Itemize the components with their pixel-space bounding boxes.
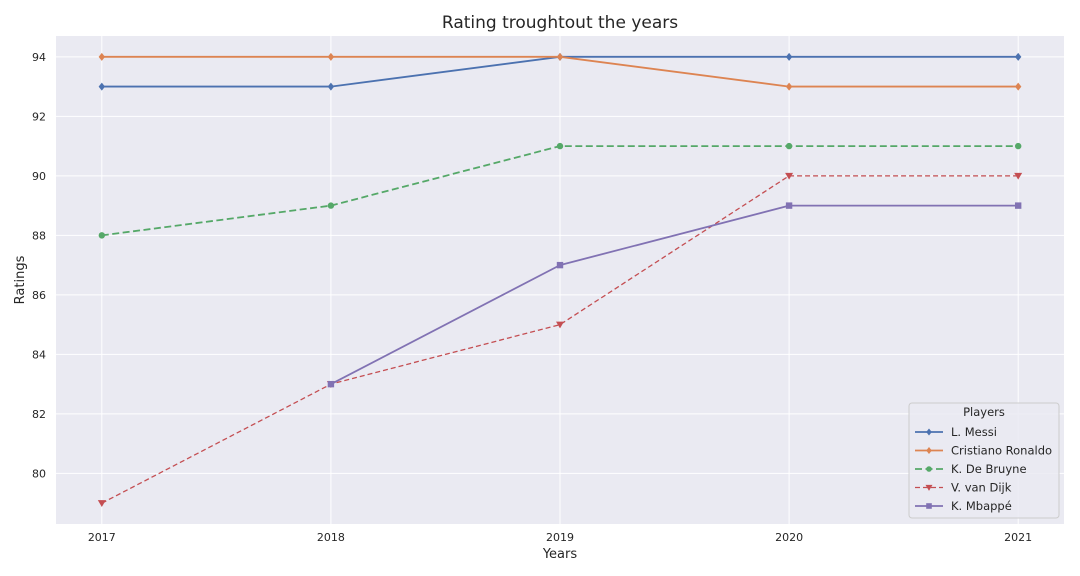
data-point — [1014, 172, 1023, 180]
data-point — [98, 52, 106, 61]
data-point — [556, 321, 564, 329]
x-tick-label: 2021 — [1004, 531, 1032, 544]
legend-marker — [925, 484, 933, 491]
data-point — [785, 52, 793, 61]
series-1 — [98, 52, 1022, 91]
legend-title: Players — [963, 405, 1005, 419]
y-tick-label: 80 — [32, 467, 46, 480]
legend-item[interactable]: Cristiano Ronaldo — [915, 444, 1052, 458]
series-2 — [98, 142, 1022, 239]
data-point — [556, 52, 564, 61]
series-line — [330, 204, 1019, 385]
x-tick-label: 2019 — [546, 531, 574, 544]
x-axis-label: Years — [542, 547, 578, 562]
data-point — [1014, 142, 1022, 150]
data-point — [97, 500, 106, 507]
data-point — [785, 202, 793, 209]
legend-marker — [926, 428, 932, 436]
legend-label: V. van Dijk — [951, 481, 1012, 495]
data-point — [785, 82, 793, 91]
y-tick-label: 86 — [32, 289, 46, 302]
y-tick-label: 84 — [32, 348, 46, 361]
legend-item[interactable]: V. van Dijk — [915, 481, 1012, 495]
data-point — [785, 172, 794, 180]
data-point — [327, 380, 335, 388]
legend-label: L. Messi — [951, 425, 997, 439]
x-axis-ticks: 2017 2018 2019 2020 2021 — [88, 531, 1032, 544]
legend-label: K. Mbappé — [951, 499, 1012, 513]
chart-title: Rating troughtout the years — [442, 13, 678, 33]
legend-marker — [926, 466, 932, 472]
series-4 — [327, 202, 1022, 388]
data-point — [556, 261, 564, 269]
legend-marker — [926, 503, 932, 509]
y-tick-label: 82 — [32, 408, 46, 421]
legend-item[interactable]: L. Messi — [915, 425, 997, 439]
data-point — [98, 232, 106, 239]
data-point — [1014, 82, 1022, 91]
legend-item[interactable]: K. Mbappé — [915, 499, 1012, 513]
y-tick-label: 90 — [32, 170, 46, 183]
legend-label: Cristiano Ronaldo — [951, 444, 1052, 458]
x-tick-label: 2018 — [317, 531, 345, 544]
y-tick-label: 92 — [32, 110, 46, 123]
y-axis-ticks: 80 82 84 86 88 90 92 94 — [32, 51, 46, 481]
x-tick-label: 2017 — [88, 531, 116, 544]
data-point — [327, 202, 335, 209]
data-point — [785, 142, 793, 150]
legend-box — [908, 402, 1060, 519]
data-point — [327, 82, 335, 91]
legend[interactable]: Players L. Messi Cristiano Ronaldo K. De Br… — [908, 402, 1060, 519]
legend-item[interactable]: K. De Bruyne — [915, 462, 1027, 476]
legend-marker — [926, 447, 932, 454]
legend-label: K. De Bruyne — [951, 462, 1027, 476]
data-point — [327, 52, 335, 61]
data-point — [556, 142, 564, 150]
data-point — [1014, 52, 1022, 61]
y-tick-label: 88 — [32, 229, 46, 242]
y-tick-label: 94 — [32, 51, 46, 64]
x-tick-label: 2020 — [775, 531, 803, 544]
data-point — [98, 82, 106, 91]
series-line — [101, 175, 1019, 504]
series-layer — [97, 52, 1023, 507]
y-axis-label: Ratings — [13, 255, 28, 304]
data-point — [1014, 202, 1022, 209]
